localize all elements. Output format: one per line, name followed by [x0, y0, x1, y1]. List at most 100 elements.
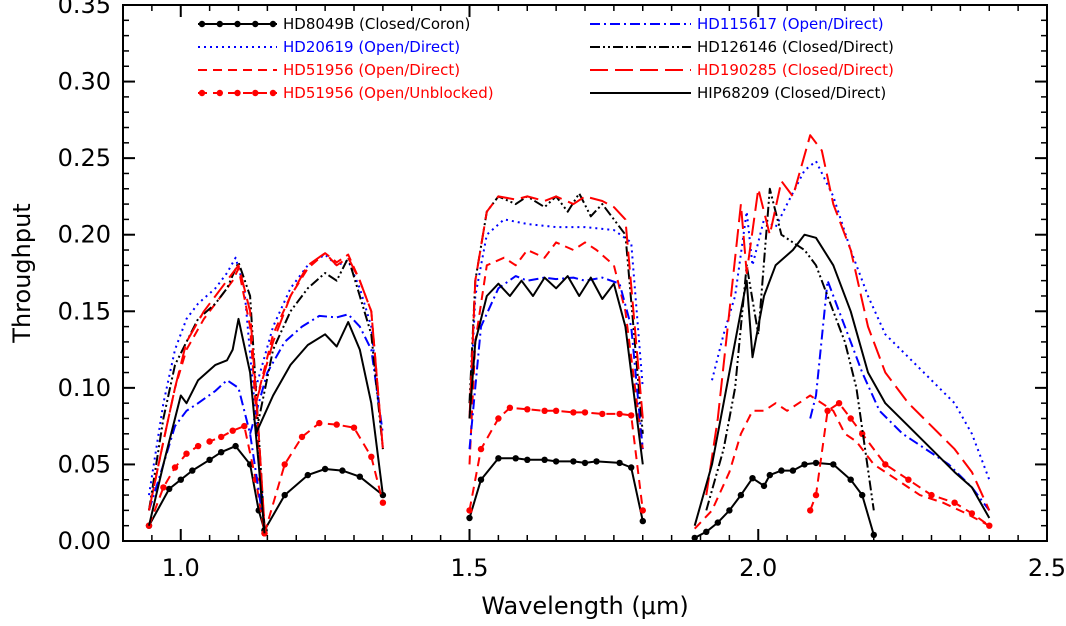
series-1-point-3-12	[628, 464, 635, 471]
series-3-line-3	[468, 241, 644, 465]
series-8-line-2	[254, 321, 384, 496]
series-1-point-4-14	[847, 476, 854, 483]
series-4-point-4-1	[807, 507, 814, 514]
y-tick-label: 0.05	[58, 450, 111, 478]
legend-entry-8: HIP68209 (Closed/Direct)	[590, 84, 886, 102]
series-4-point-2-2	[281, 461, 288, 468]
series-1-point-3-5	[524, 456, 531, 463]
series-1-point-3-10	[593, 458, 600, 465]
series-4-point-4-7	[882, 461, 889, 468]
series-1-point-2-6	[356, 473, 363, 480]
series-4-point-4-3	[824, 407, 831, 414]
series-4-point-4-10	[951, 499, 958, 506]
y-tick-label: 0.10	[58, 374, 111, 402]
series-1-point-4-3	[714, 519, 721, 526]
series-1-point-3-3	[495, 455, 502, 462]
legend-marker	[234, 20, 241, 28]
series-4-point-1-3	[171, 464, 179, 471]
series-4-point-3-11	[616, 410, 623, 418]
series-8-line-3	[468, 275, 644, 465]
series-1-point-2-2	[281, 491, 288, 499]
y-axis-title: Throughput	[8, 203, 36, 343]
series-4	[145, 400, 993, 537]
series-4-point-3-3	[495, 415, 502, 422]
series-7-line-4	[705, 134, 991, 511]
y-tick-label: 0.25	[58, 144, 111, 172]
series-4-point-2-4	[316, 419, 323, 427]
series-1-point-3-11	[616, 459, 623, 467]
x-tick-label: 2.5	[1028, 554, 1066, 582]
legend-label: HD51956 (Open/Unblocked)	[283, 84, 494, 102]
series-7-line-2	[254, 252, 384, 450]
series-4-point-3-13	[639, 507, 646, 514]
series-4-point-3-1	[466, 507, 473, 514]
series-1-point-4-2	[703, 528, 710, 535]
legend-entry-2: HD20619 (Open/Direct)	[198, 38, 460, 56]
series-4-point-1-8	[229, 427, 236, 434]
series-8	[148, 233, 991, 534]
x-axis-title: Wavelength (μm)	[481, 592, 688, 620]
y-tick-label: 0.20	[58, 221, 111, 249]
series-4-point-1-5	[194, 442, 202, 450]
series-1-point-3-1	[466, 514, 473, 522]
series-4-point-2-8	[379, 499, 387, 506]
legend-entry-1: HD8049B (Closed/Coron)	[198, 15, 470, 33]
series-4-point-4-9	[928, 491, 935, 499]
series-1-point-1-4	[189, 467, 196, 474]
series-4-point-1-9	[241, 422, 248, 430]
series-4-point-2-6	[350, 424, 358, 431]
series-2-line-3	[468, 218, 644, 419]
series-1-point-3-4	[512, 455, 519, 462]
legend-entry-6: HD126146 (Closed/Direct)	[590, 38, 894, 56]
legend-label: HD115617 (Open/Direct)	[697, 15, 884, 33]
series-1-line-1	[148, 445, 266, 531]
legend-label: HD8049B (Closed/Coron)	[283, 15, 470, 33]
series-1-point-2-4	[321, 465, 329, 473]
legend-entry-3: HD51956 (Open/Direct)	[198, 61, 460, 79]
legend-entry-4: HD51956 (Open/Unblocked)	[198, 84, 494, 102]
series-4-point-3-4	[506, 404, 514, 411]
tick-layer: 1.0 1.5 2.0 2.5 0.00 0.05 0.10 0.15 0.20 0.25 0.30…	[58, 0, 1066, 582]
series-4-point-1-6	[206, 438, 213, 445]
series-1-point-4-6	[749, 475, 756, 482]
series-1-point-4-4	[726, 507, 733, 514]
series-1-point-4-5	[737, 491, 745, 499]
series-1-point-3-6	[541, 456, 548, 463]
series-1-point-1-3	[177, 476, 184, 483]
series-1-point-4-8	[766, 471, 773, 479]
series-4-line-4	[809, 402, 990, 527]
series-1-point-1-5	[206, 456, 213, 463]
series-4-point-4-11	[968, 510, 976, 517]
series-1-point-1-7	[232, 442, 239, 450]
series-6-line-4	[705, 187, 875, 511]
legend-marker	[252, 20, 259, 28]
series-4-point-2-7	[368, 453, 375, 460]
series-1-point-3-13	[639, 517, 646, 525]
legend-marker	[198, 89, 206, 97]
series-4-point-4-12	[986, 522, 993, 529]
legend-entry-5: HD115617 (Open/Direct)	[590, 15, 884, 33]
series-3-line-4	[693, 394, 990, 530]
series-1-point-4-10	[789, 467, 797, 474]
legend-entry-7: HD190285 (Closed/Direct)	[590, 61, 894, 79]
legend-marker	[252, 89, 259, 97]
series-8-line-4	[693, 233, 991, 526]
series-5-line-2	[249, 313, 384, 435]
series-1-point-4-11	[801, 461, 808, 468]
series-6-line-1	[148, 261, 266, 529]
series-4-point-1-4	[183, 450, 190, 457]
series-4-point-3-10	[599, 410, 606, 418]
series-4-point-3-8	[570, 409, 577, 416]
series-7-line-3	[468, 195, 644, 419]
legend-label: HD190285 (Closed/Direct)	[697, 61, 894, 79]
series-1-point-3-8	[570, 458, 577, 465]
series-1	[145, 442, 877, 542]
legend-marker	[198, 20, 206, 28]
series-1-point-4-13	[830, 461, 837, 468]
series-1-point-3-7	[552, 458, 560, 465]
series-4-point-2-5	[333, 421, 340, 428]
series-1-point-4-15	[859, 491, 866, 499]
series-4-point-1-2	[160, 484, 167, 491]
series-4-point-4-5	[847, 415, 854, 422]
